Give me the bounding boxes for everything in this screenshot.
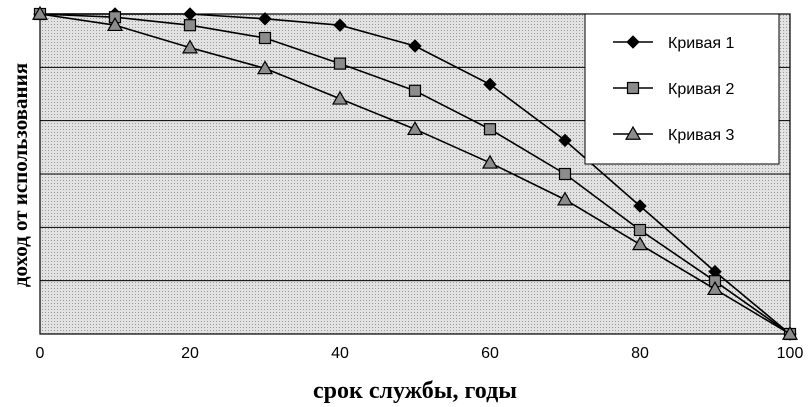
data-point: [331, 90, 349, 105]
data-point: [333, 18, 347, 32]
x-tick-label: 40: [331, 345, 349, 362]
legend: Кривая 1 Кривая 2 Кривая 3: [584, 13, 780, 165]
x-tick-label: 20: [181, 345, 199, 362]
data-point: [558, 133, 572, 148]
legend-label: Кривая 2: [668, 81, 734, 98]
data-point: [408, 39, 422, 53]
data-point: [258, 31, 272, 45]
x-tick-label: 80: [631, 345, 649, 362]
data-point: [631, 236, 649, 251]
data-point: [333, 57, 347, 70]
data-point: [558, 167, 572, 181]
data-point: [633, 223, 647, 237]
x-tick-label: 0: [36, 345, 45, 362]
data-point: [106, 16, 124, 32]
legend-item: Кривая 3: [613, 125, 734, 144]
series-group: [31, 5, 799, 341]
data-point: [256, 60, 274, 75]
series-3: [31, 5, 799, 340]
x-tick-label: 60: [481, 345, 499, 362]
data-point: [633, 199, 647, 213]
data-point: [556, 191, 574, 206]
x-tick-label: 100: [777, 345, 804, 362]
data-point: [481, 154, 499, 169]
legend-marker: [626, 35, 640, 49]
legend-label: Кривая 3: [668, 127, 734, 144]
x-tick-labels: 0 20 40 60 80 100: [36, 345, 804, 362]
data-point: [706, 280, 724, 296]
data-point: [406, 120, 424, 136]
legend-item: Кривая 2: [613, 81, 734, 98]
legend-marker: [626, 81, 640, 95]
legend-marker: [624, 125, 642, 140]
data-point: [483, 77, 497, 92]
data-point: [258, 12, 272, 26]
legend-box: [584, 13, 780, 165]
data-point: [408, 84, 422, 97]
data-point: [183, 19, 197, 32]
data-point: [483, 123, 497, 136]
data-point: [781, 325, 799, 340]
legend-item: Кривая 1: [613, 35, 734, 52]
legend-label: Кривая 1: [668, 35, 734, 52]
x-axis-title: срок службы, годы: [313, 378, 517, 404]
data-point: [31, 5, 49, 20]
y-axis-title: доход от использования: [8, 63, 32, 287]
data-point: [181, 39, 199, 54]
